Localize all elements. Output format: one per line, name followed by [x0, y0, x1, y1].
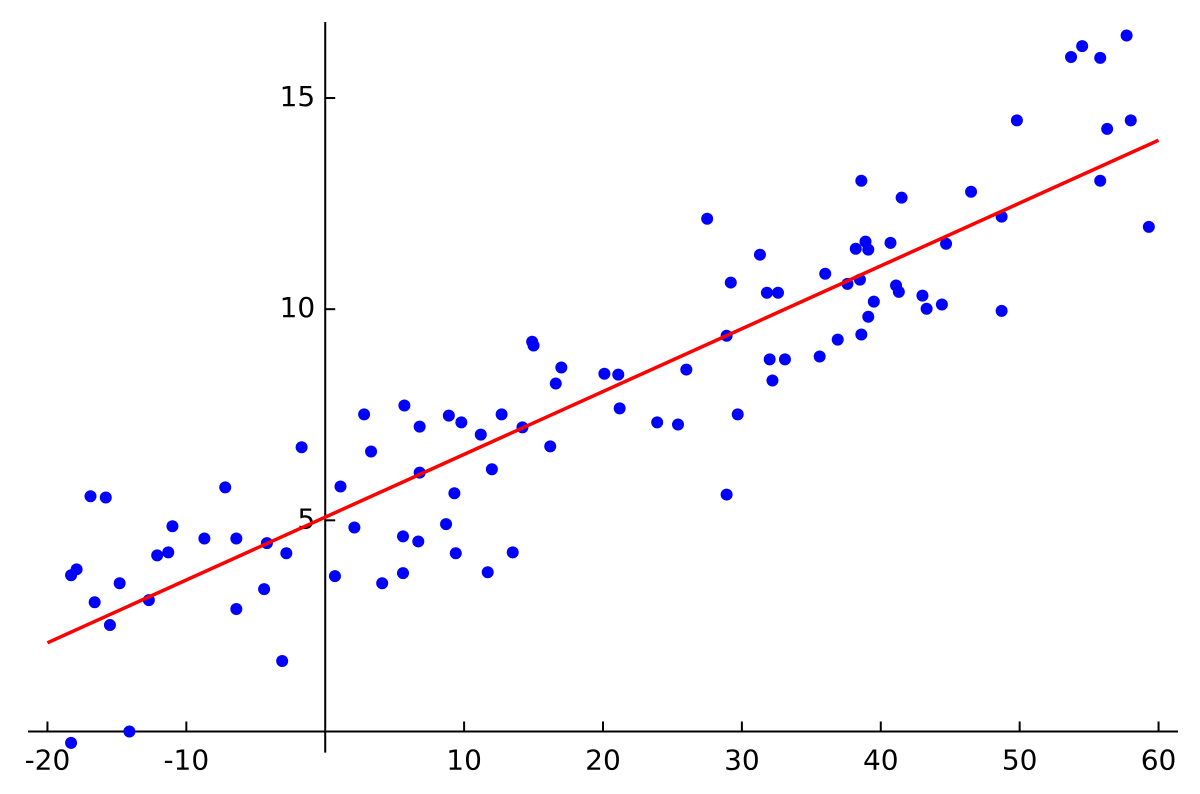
point	[995, 304, 1008, 317]
x-tick-label: -20	[25, 743, 71, 776]
point	[935, 298, 948, 311]
point	[895, 191, 908, 204]
point	[760, 286, 773, 299]
point	[440, 518, 453, 531]
point	[485, 463, 498, 476]
point	[455, 416, 468, 429]
point	[495, 408, 508, 421]
point	[680, 363, 693, 376]
point	[763, 353, 776, 366]
x-tick-label: 20	[585, 743, 621, 776]
point	[123, 725, 136, 738]
x-tick-label: 60	[1141, 743, 1177, 776]
point	[1124, 114, 1137, 127]
point	[731, 408, 744, 421]
point	[334, 480, 347, 493]
point	[544, 440, 557, 453]
point	[855, 328, 868, 341]
point	[1076, 40, 1089, 53]
point	[481, 566, 494, 579]
point	[398, 399, 411, 412]
point	[720, 488, 733, 501]
point	[813, 350, 826, 363]
point	[448, 487, 461, 500]
x-tick-label: 40	[863, 743, 899, 776]
point	[219, 481, 232, 494]
point	[892, 285, 905, 298]
point	[88, 596, 101, 609]
point	[365, 445, 378, 458]
point	[151, 549, 164, 562]
point	[819, 267, 832, 280]
point	[230, 603, 243, 616]
point	[1142, 220, 1155, 233]
point	[230, 532, 243, 545]
point	[113, 577, 126, 590]
y-tick-label: 15	[280, 80, 316, 113]
x-tick-label: 10	[446, 743, 482, 776]
point	[772, 286, 784, 299]
point	[258, 583, 271, 596]
point	[348, 521, 361, 534]
point	[855, 174, 868, 187]
point	[1094, 174, 1107, 187]
point	[397, 567, 409, 580]
point	[99, 491, 112, 504]
point	[778, 353, 791, 366]
point	[724, 276, 737, 289]
point	[1094, 51, 1107, 64]
point	[70, 563, 83, 576]
point	[474, 428, 487, 441]
point	[527, 339, 540, 352]
point	[103, 619, 116, 632]
point	[65, 736, 78, 749]
point	[613, 402, 626, 415]
point	[862, 310, 875, 323]
x-tick-label: 50	[1002, 743, 1038, 776]
point	[831, 333, 844, 346]
point	[162, 546, 175, 559]
point	[555, 361, 568, 374]
point	[920, 302, 933, 315]
point	[849, 242, 862, 255]
point	[651, 416, 664, 429]
point	[940, 237, 953, 250]
point	[280, 547, 293, 560]
point	[84, 490, 97, 503]
point	[672, 418, 684, 431]
point	[449, 547, 462, 560]
point	[598, 367, 611, 380]
point	[1120, 29, 1133, 42]
point	[1065, 51, 1078, 64]
x-tick-label: 30	[724, 743, 760, 776]
point	[198, 532, 211, 545]
y-tick-label: 10	[280, 291, 316, 324]
fit-line	[46, 138, 1160, 645]
point	[862, 243, 875, 256]
point	[412, 535, 425, 548]
point	[166, 520, 179, 533]
point	[295, 441, 308, 454]
point	[376, 577, 389, 590]
point	[358, 408, 371, 421]
point	[276, 654, 289, 667]
point	[916, 289, 929, 302]
point	[1101, 122, 1114, 135]
point	[884, 236, 897, 249]
point	[413, 420, 426, 433]
point	[612, 368, 625, 381]
point	[328, 570, 341, 583]
point	[701, 212, 714, 225]
point	[549, 377, 562, 390]
point	[397, 530, 409, 543]
point	[965, 185, 978, 198]
point	[867, 295, 880, 308]
point	[1010, 114, 1023, 127]
point	[442, 409, 455, 422]
point	[766, 374, 779, 387]
point	[506, 546, 519, 559]
point	[753, 248, 766, 261]
x-tick-label: -10	[163, 743, 209, 776]
